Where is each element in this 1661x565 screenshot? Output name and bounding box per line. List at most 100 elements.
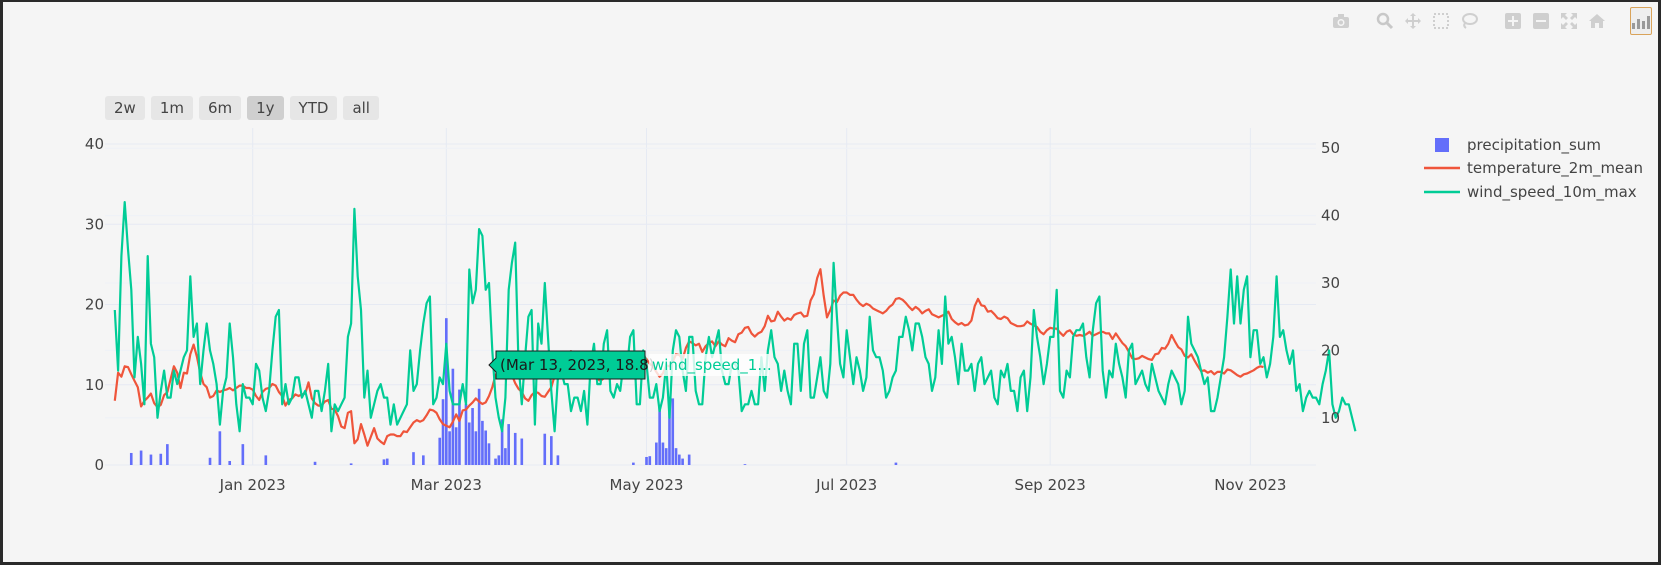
grid bbox=[105, 128, 1316, 466]
precipitation-bar bbox=[484, 430, 488, 465]
precipitation-bar bbox=[513, 432, 517, 465]
range-button-6m[interactable]: 6m bbox=[198, 96, 242, 120]
precipitation-bar bbox=[412, 452, 415, 465]
lasso-icon[interactable] bbox=[1458, 10, 1480, 32]
precipitation-bar bbox=[678, 454, 681, 465]
zoom-icon[interactable] bbox=[1374, 10, 1396, 32]
precipitation-bar bbox=[500, 419, 504, 465]
chart-svg: Jan 2023 Mar 2023 May 2023 Jul 2023 Sep 2023… bbox=[85, 128, 1643, 494]
legend-swatch-bar bbox=[1435, 138, 1449, 152]
precipitation-bar bbox=[166, 444, 169, 465]
precipitation-bar bbox=[464, 404, 468, 465]
range-button-ytd[interactable]: YTD bbox=[289, 96, 338, 120]
y-left-tick-label: 10 bbox=[85, 376, 104, 394]
precipitation-bar bbox=[422, 455, 425, 465]
precipitation-bar bbox=[149, 454, 153, 465]
precipitation-bar bbox=[661, 442, 665, 465]
precipitation-bar bbox=[454, 427, 458, 465]
wind-speed-line bbox=[113, 201, 1357, 433]
legend[interactable]: precipitation_sum temperature_2m_mean wi… bbox=[1424, 136, 1643, 202]
plotly-logo-icon[interactable] bbox=[1630, 7, 1652, 35]
precipitation-bar bbox=[477, 388, 481, 465]
precipitation-bar bbox=[451, 368, 455, 465]
precipitation-bars[interactable] bbox=[129, 318, 898, 465]
precipitation-bar bbox=[632, 462, 635, 465]
precipitation-bar bbox=[159, 453, 163, 465]
precipitation-bar bbox=[504, 448, 507, 465]
precipitation-bar bbox=[448, 431, 451, 465]
tooltip-box bbox=[488, 350, 646, 380]
range-button-all[interactable]: all bbox=[343, 96, 379, 120]
legend-label: wind_speed_10m_max bbox=[1467, 183, 1637, 202]
tooltip-coords: (Mar 13, 2023, 18.8) bbox=[500, 356, 655, 374]
x-tick-label: Sep 2023 bbox=[1015, 476, 1086, 494]
precipitation-bar bbox=[556, 455, 560, 465]
legend-item-temperature[interactable]: temperature_2m_mean bbox=[1424, 159, 1643, 178]
precipitation-bar bbox=[674, 448, 678, 465]
hover-tooltip: (Mar 13, 2023, 18.8) wind_speed_1... bbox=[488, 350, 772, 380]
x-tick-label: Jan 2023 bbox=[219, 476, 286, 494]
range-selector: 2w 1m 6m 1y YTD all bbox=[105, 96, 379, 120]
precipitation-bar bbox=[550, 436, 553, 465]
precipitation-bar bbox=[441, 399, 445, 465]
range-button-1m[interactable]: 1m bbox=[150, 96, 193, 120]
box-select-icon[interactable] bbox=[1430, 10, 1452, 32]
precipitation-bar bbox=[139, 450, 143, 465]
home-icon[interactable] bbox=[1586, 10, 1608, 32]
camera-icon[interactable] bbox=[1330, 10, 1352, 32]
precipitation-bar bbox=[894, 462, 898, 465]
x-tick-label: May 2023 bbox=[610, 476, 684, 494]
precipitation-bar bbox=[471, 408, 474, 465]
precipitation-bar bbox=[474, 431, 478, 465]
precipitation-bar bbox=[648, 456, 652, 465]
precipitation-bar bbox=[385, 458, 389, 465]
y-left-tick-label: 30 bbox=[85, 215, 104, 233]
range-button-1y[interactable]: 1y bbox=[247, 96, 284, 120]
precipitation-bar bbox=[444, 318, 448, 465]
precipitation-bar bbox=[520, 438, 524, 465]
y-left-tick-label: 0 bbox=[94, 456, 104, 474]
chart-frame: 2w 1m 6m 1y YTD all Jan 2023 Mar 2023 May … bbox=[3, 2, 1658, 562]
tooltip-series-name: wind_speed_1... bbox=[652, 356, 772, 375]
precipitation-bar bbox=[241, 444, 245, 465]
zoom-out-icon[interactable] bbox=[1530, 10, 1552, 32]
legend-label: precipitation_sum bbox=[1467, 136, 1601, 155]
precipitation-bar bbox=[655, 442, 658, 465]
precipitation-bar bbox=[687, 454, 691, 465]
precipitation-bar bbox=[458, 389, 461, 465]
precipitation-bar bbox=[681, 458, 684, 465]
precipitation-bar bbox=[743, 464, 747, 465]
tooltip-series-bg bbox=[649, 354, 769, 376]
range-button-2w[interactable]: 2w bbox=[105, 96, 145, 120]
precipitation-bar bbox=[645, 456, 648, 465]
precipitation-bar bbox=[349, 463, 353, 465]
precipitation-bar bbox=[313, 461, 317, 465]
precipitation-bar bbox=[494, 458, 497, 465]
precipitation-bar bbox=[507, 424, 510, 465]
precipitation-bar bbox=[668, 396, 671, 465]
precipitation-bar bbox=[228, 460, 232, 465]
precipitation-bar bbox=[543, 433, 547, 465]
precipitation-bar bbox=[382, 459, 386, 465]
autoscale-icon[interactable] bbox=[1558, 10, 1580, 32]
modebar bbox=[1330, 6, 1652, 36]
precipitation-bar bbox=[658, 405, 661, 465]
y-right-tick-label: 10 bbox=[1321, 409, 1340, 427]
y-right-tick-label: 30 bbox=[1321, 274, 1340, 292]
precipitation-bar bbox=[497, 455, 501, 465]
legend-item-wind-speed[interactable]: wind_speed_10m_max bbox=[1424, 183, 1637, 202]
y-right-tick-label: 50 bbox=[1321, 139, 1340, 157]
precipitation-bar bbox=[487, 443, 491, 465]
precipitation-bar bbox=[129, 452, 133, 465]
y-left-tick-label: 40 bbox=[85, 135, 104, 153]
zoom-in-icon[interactable] bbox=[1502, 10, 1524, 32]
precipitation-bar bbox=[264, 455, 268, 465]
precipitation-bar bbox=[671, 398, 675, 465]
pan-icon[interactable] bbox=[1402, 10, 1424, 32]
legend-item-precipitation[interactable]: precipitation_sum bbox=[1435, 136, 1601, 155]
line-series[interactable] bbox=[113, 201, 1357, 447]
precipitation-bar bbox=[664, 448, 668, 465]
axes: Jan 2023 Mar 2023 May 2023 Jul 2023 Sep 2023… bbox=[85, 135, 1340, 494]
precipitation-bar bbox=[208, 457, 212, 465]
y-left-tick-label: 20 bbox=[85, 296, 104, 314]
